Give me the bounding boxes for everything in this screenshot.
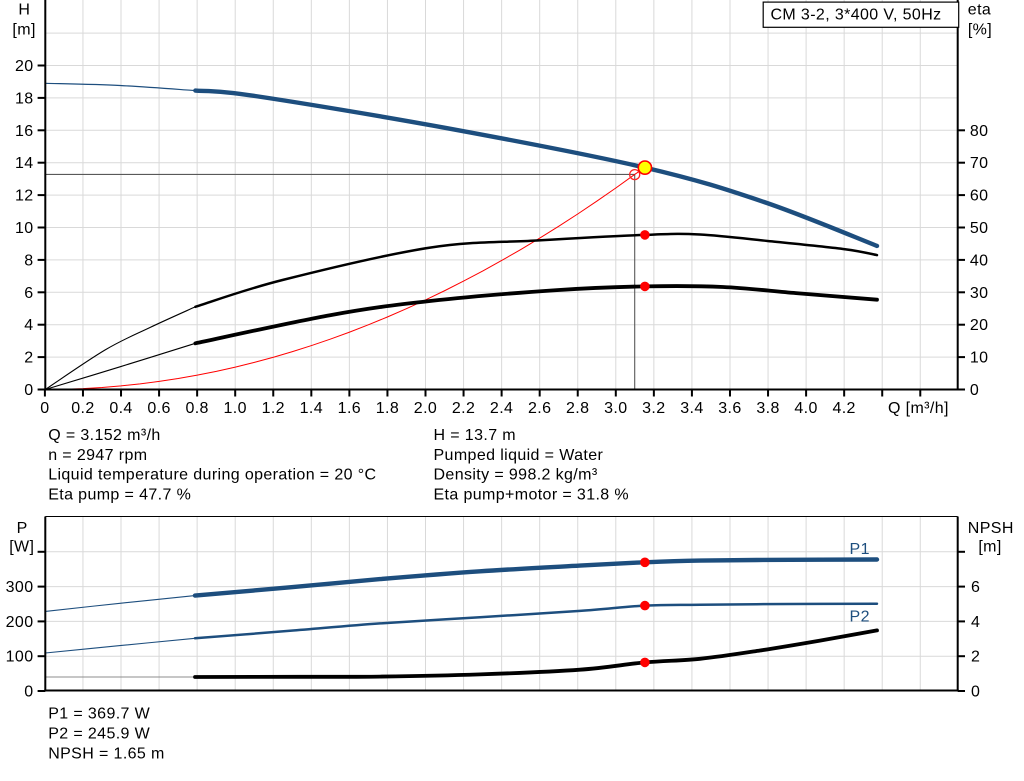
svg-text:200: 200 [6,614,34,631]
svg-text:6: 6 [971,579,980,596]
svg-text:80: 80 [970,123,989,140]
svg-text:1.8: 1.8 [376,400,399,417]
svg-text:Q = 3.152 m³/h: Q = 3.152 m³/h [48,427,160,444]
svg-text:[%]: [%] [968,22,992,39]
svg-text:12: 12 [15,188,34,205]
svg-text:6: 6 [24,285,33,302]
svg-text:2: 2 [971,649,980,666]
svg-text:NPSH = 1.65 m: NPSH = 1.65 m [48,745,165,762]
svg-text:0: 0 [970,382,979,399]
svg-text:2.2: 2.2 [452,400,475,417]
svg-text:Eta pump = 47.7 %: Eta pump = 47.7 % [48,486,191,503]
svg-text:[W]: [W] [9,539,34,556]
svg-text:Eta pump+motor = 31.8 %: Eta pump+motor = 31.8 % [434,486,630,503]
svg-text:CM 3-2, 3*400 V, 50Hz: CM 3-2, 3*400 V, 50Hz [770,6,941,23]
svg-text:P1: P1 [850,541,870,558]
svg-text:P2: P2 [850,609,870,626]
svg-text:[m]: [m] [978,539,1001,556]
svg-text:20: 20 [970,317,989,334]
svg-text:2.4: 2.4 [490,400,513,417]
svg-text:0.2: 0.2 [71,400,94,417]
svg-text:Q [m³/h]: Q [m³/h] [888,400,949,417]
svg-text:3.2: 3.2 [642,400,665,417]
svg-text:14: 14 [15,155,34,172]
svg-text:0: 0 [24,382,33,399]
svg-text:P: P [17,520,28,537]
svg-text:18: 18 [15,90,34,107]
svg-text:30: 30 [970,285,989,302]
svg-text:[m]: [m] [12,22,35,39]
svg-text:1.4: 1.4 [300,400,323,417]
svg-text:0.8: 0.8 [185,400,208,417]
svg-text:eta: eta [968,2,991,19]
svg-text:300: 300 [6,579,34,596]
svg-text:0: 0 [24,684,33,701]
svg-text:4: 4 [971,614,980,631]
svg-text:1.0: 1.0 [224,400,247,417]
svg-text:Density = 998.2 kg/m³: Density = 998.2 kg/m³ [434,467,598,484]
svg-text:0.4: 0.4 [109,400,132,417]
svg-text:0: 0 [40,400,49,417]
svg-text:100: 100 [6,649,34,666]
svg-text:n = 2947 rpm: n = 2947 rpm [48,447,147,464]
svg-text:2.8: 2.8 [566,400,589,417]
svg-text:3.0: 3.0 [604,400,627,417]
svg-text:0: 0 [971,684,980,701]
svg-text:2.0: 2.0 [414,400,437,417]
svg-text:1.6: 1.6 [338,400,361,417]
svg-text:4.0: 4.0 [794,400,817,417]
svg-text:Liquid temperature during oper: Liquid temperature during operation = 20… [48,467,376,484]
svg-text:20: 20 [15,58,34,75]
svg-text:Pumped liquid = Water: Pumped liquid = Water [434,447,604,464]
svg-text:4.2: 4.2 [832,400,855,417]
svg-text:NPSH: NPSH [968,520,1014,537]
svg-text:4: 4 [24,317,33,334]
svg-text:2: 2 [24,350,33,367]
svg-text:0.6: 0.6 [147,400,170,417]
svg-text:50: 50 [970,220,989,237]
svg-text:16: 16 [15,123,34,140]
svg-text:P2 = 245.9 W: P2 = 245.9 W [48,725,150,742]
svg-text:2.6: 2.6 [528,400,551,417]
svg-text:8: 8 [24,252,33,269]
svg-text:3.4: 3.4 [680,400,703,417]
svg-text:60: 60 [970,188,989,205]
svg-text:10: 10 [15,220,34,237]
svg-text:H: H [18,2,30,19]
svg-text:H = 13.7 m: H = 13.7 m [434,427,517,444]
svg-text:70: 70 [970,155,989,172]
svg-text:1.2: 1.2 [262,400,285,417]
svg-text:3.6: 3.6 [718,400,741,417]
svg-text:P1 = 369.7 W: P1 = 369.7 W [48,705,150,722]
svg-text:10: 10 [970,350,989,367]
svg-text:40: 40 [970,252,989,269]
svg-text:3.8: 3.8 [756,400,779,417]
